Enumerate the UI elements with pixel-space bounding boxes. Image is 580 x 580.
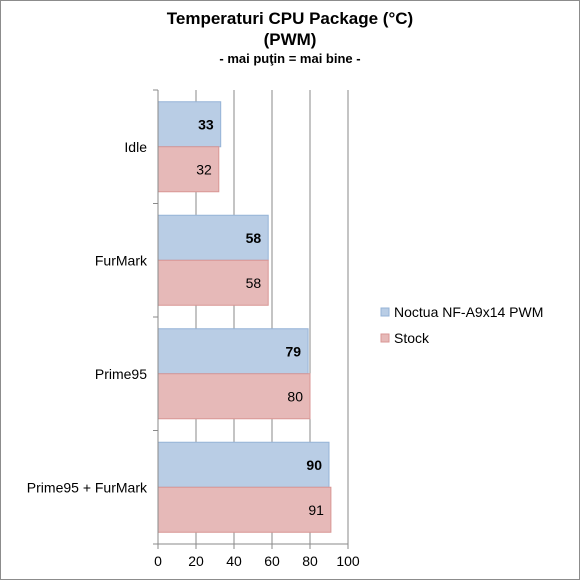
x-tick-label: 40 — [226, 553, 242, 569]
chart-title-line-1: Temperaturi CPU Package (°C) — [166, 9, 414, 28]
data-label: 32 — [196, 161, 212, 177]
chart-title-line-2: (PWM) — [263, 30, 317, 49]
x-tick-label: 60 — [264, 553, 280, 569]
data-label: 58 — [246, 230, 262, 246]
data-label: 79 — [286, 343, 302, 359]
chart-subtitle: - mai puţin = mai bine - — [219, 51, 361, 66]
legend-label: Noctua NF-A9x14 PWM — [394, 304, 543, 320]
bar — [157, 373, 311, 420]
category-label: Prime95 + FurMark — [27, 479, 148, 495]
x-tick-label: 80 — [302, 553, 318, 569]
chart-title: Temperaturi CPU Package (°C) (PWM) - mai… — [0, 8, 580, 68]
data-label: 33 — [198, 116, 214, 132]
x-tick-label: 0 — [154, 553, 162, 569]
data-label: 90 — [306, 457, 322, 473]
category-label: Idle — [124, 139, 147, 155]
x-tick-label: 20 — [188, 553, 204, 569]
bar — [157, 214, 269, 261]
legend-label: Stock — [394, 330, 430, 346]
data-label: 58 — [246, 275, 262, 291]
legend-swatch — [380, 333, 390, 343]
legend-swatch — [380, 307, 390, 317]
data-label: 80 — [287, 388, 303, 404]
bar — [157, 259, 269, 306]
bar — [157, 441, 330, 488]
category-label: FurMark — [95, 252, 148, 268]
bar — [157, 486, 332, 533]
category-label: Prime95 — [95, 366, 147, 382]
x-tick-label: 100 — [336, 553, 360, 569]
data-label: 91 — [308, 502, 324, 518]
